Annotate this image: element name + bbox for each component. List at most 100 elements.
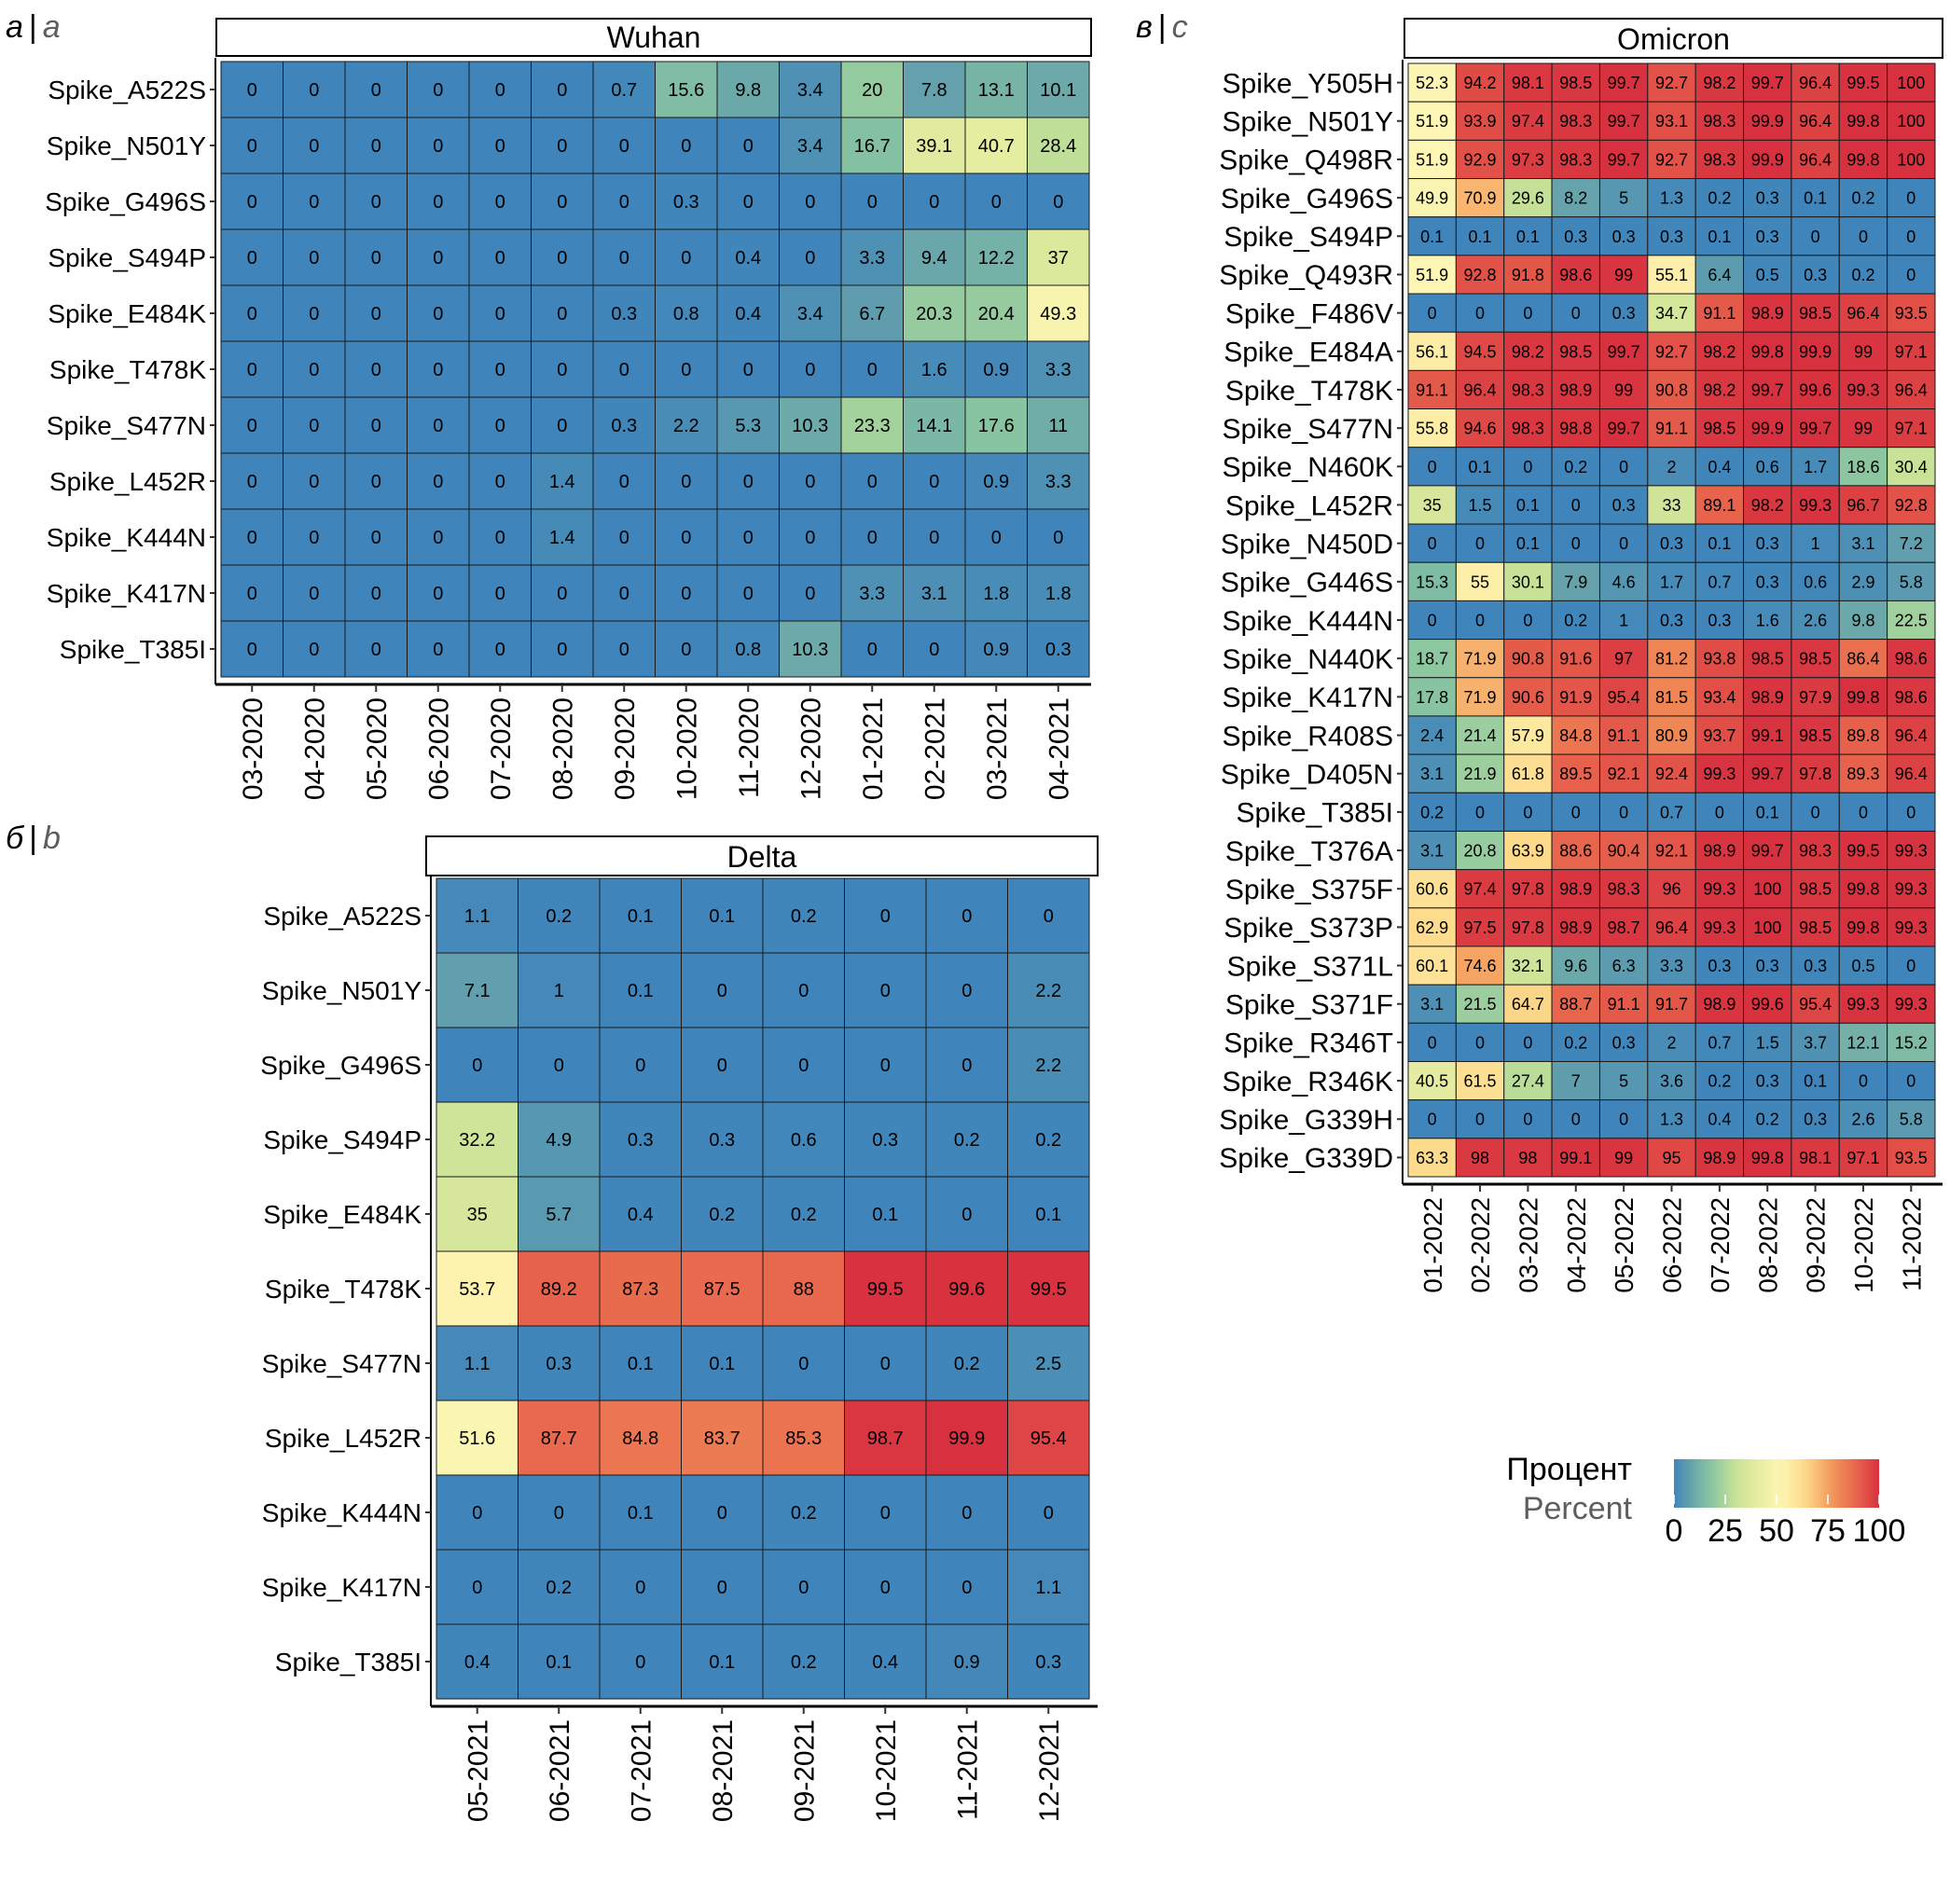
- heatmap-cell: [1407, 639, 1457, 679]
- cell-label: 100: [1753, 918, 1781, 937]
- cell-label: 0: [1859, 803, 1868, 821]
- cell-label: 0.9: [983, 360, 1009, 380]
- cell-label: 0: [798, 1354, 809, 1374]
- cell-label: 99.9: [948, 1428, 985, 1449]
- cell-label: 0: [619, 360, 629, 380]
- heatmap-cell: [531, 117, 594, 174]
- heatmap-cell: [1694, 715, 1745, 755]
- heatmap-cell: [1407, 485, 1457, 525]
- heatmap-cell: [1503, 331, 1553, 371]
- cell-label: 0.5: [1851, 957, 1874, 975]
- cell-label: 0.3: [1756, 957, 1779, 975]
- cell-label: 99.9: [1799, 342, 1832, 361]
- cell-label: 0.4: [1708, 1111, 1731, 1129]
- cell-label: 0: [557, 360, 567, 380]
- y-tick-label: Spike_K417N: [47, 579, 206, 608]
- heatmap-cell: [518, 1623, 601, 1700]
- cell-label: 0.6: [791, 1130, 817, 1151]
- cell-label: 9.4: [921, 248, 947, 269]
- panel-label-b-cyrillic: б: [6, 821, 24, 856]
- cell-label: 0: [1906, 189, 1915, 208]
- cell-label: 0.6: [1804, 573, 1827, 591]
- heatmap-cell: [1694, 1022, 1745, 1062]
- cell-label: 40.7: [978, 136, 1015, 157]
- cell-label: 0: [433, 640, 443, 660]
- heatmap-cell: [592, 340, 656, 398]
- panel-label-c-latin: c: [1171, 9, 1188, 45]
- facet-title: Delta: [727, 840, 797, 874]
- heatmap-cell: [1551, 753, 1600, 793]
- heatmap-cell: [1887, 639, 1936, 679]
- cell-label: 98.8: [1559, 420, 1592, 438]
- cell-label: 49.3: [1040, 304, 1076, 324]
- cell-label: 0.3: [1660, 228, 1683, 246]
- heatmap-cell: [531, 61, 594, 118]
- cell-label: 98.6: [1895, 650, 1928, 669]
- cell-label: 0: [309, 416, 319, 436]
- heatmap-cell: [344, 340, 408, 398]
- heatmap-cell: [344, 117, 408, 174]
- heatmap-cell: [1503, 945, 1553, 986]
- cell-label: 0: [1571, 1111, 1581, 1129]
- cell-label: 0: [1811, 803, 1820, 821]
- heatmap-cell: [779, 452, 842, 510]
- cell-label: 0: [1053, 528, 1063, 548]
- heatmap-cell: [1455, 101, 1505, 141]
- cell-label: 0.3: [611, 304, 637, 324]
- heatmap-cell: [436, 1101, 519, 1178]
- cell-label: 0: [495, 360, 505, 380]
- cell-label: 0: [247, 640, 257, 660]
- heatmap-cell: [716, 228, 780, 286]
- cell-label: 0: [557, 80, 567, 101]
- cell-label: 1: [554, 981, 564, 1001]
- heatmap-cell: [1551, 331, 1600, 371]
- heatmap-cell: [1791, 485, 1840, 525]
- heatmap-cell: [1455, 331, 1505, 371]
- x-tick-label: 11-2020: [734, 697, 765, 798]
- cell-label: 84.8: [1559, 726, 1592, 745]
- heatmap-cell: [1007, 1176, 1090, 1252]
- cell-label: 6.3: [1612, 957, 1636, 975]
- heatmap-cell: [964, 228, 1028, 286]
- heatmap-cell: [1838, 62, 1888, 103]
- cell-label: 7.8: [921, 80, 947, 101]
- heatmap-cell: [1407, 1138, 1457, 1178]
- heatmap-cell: [1838, 600, 1888, 641]
- heatmap-cell: [1503, 715, 1553, 755]
- heatmap-cell: [407, 172, 470, 230]
- cell-label: 92.7: [1655, 74, 1688, 92]
- cell-label: 0: [929, 640, 939, 660]
- cell-label: 0.2: [791, 1503, 817, 1524]
- heatmap-cell: [903, 61, 966, 118]
- heatmap-cell: [344, 228, 408, 286]
- heatmap-cell: [1598, 1138, 1649, 1178]
- cell-label: 14.1: [916, 416, 952, 436]
- cell-label: 3.3: [1660, 957, 1683, 975]
- legend-tick-mark: [1776, 1495, 1777, 1504]
- heatmap-cell: [1598, 869, 1649, 909]
- y-tick-label: Spike_G496S: [45, 187, 206, 216]
- heatmap-cell: [1887, 178, 1936, 218]
- cell-label: 0.1: [546, 1652, 572, 1673]
- cell-label: 99.5: [1846, 842, 1879, 861]
- cell-label: 96.4: [1799, 74, 1832, 92]
- heatmap-cell: [436, 1176, 519, 1252]
- x-tick-label: 02-2021: [920, 697, 951, 800]
- heatmap-cell: [762, 1250, 845, 1327]
- cell-label: 0: [1715, 803, 1724, 821]
- heatmap-cell: [468, 564, 532, 622]
- cell-label: 99: [1614, 1149, 1633, 1167]
- heatmap-cell: [1694, 408, 1745, 448]
- cell-label: 99.3: [1703, 918, 1736, 937]
- cell-label: 0.1: [872, 1205, 898, 1225]
- heatmap-cell: [1503, 639, 1553, 679]
- heatmap-cell: [518, 952, 601, 1028]
- cell-label: 2.9: [1851, 573, 1874, 591]
- cell-label: 0: [557, 304, 567, 324]
- heatmap-cell: [1791, 447, 1840, 487]
- heatmap-cell: [1838, 216, 1888, 256]
- cell-label: 99.1: [1559, 1149, 1592, 1167]
- cell-label: 0: [1523, 1111, 1532, 1129]
- cell-label: 96.4: [1799, 112, 1832, 131]
- cell-label: 98.5: [1799, 880, 1832, 899]
